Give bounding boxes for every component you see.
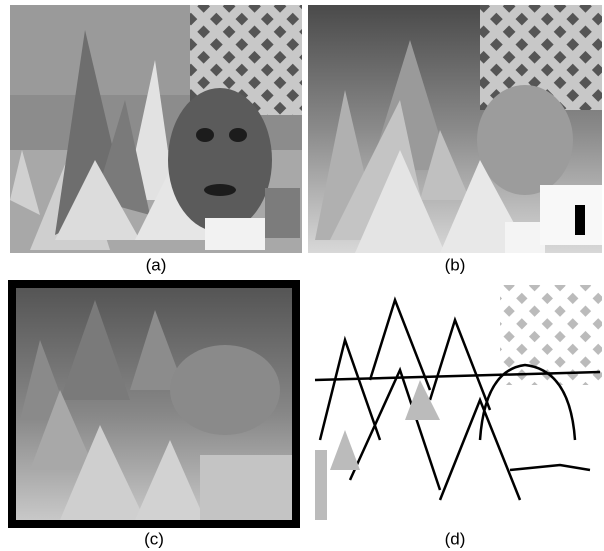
page: (a) (b) (c): [0, 0, 604, 551]
image-c: [8, 280, 300, 528]
image-d: [308, 280, 602, 528]
caption: (c): [144, 529, 164, 548]
caption: (a): [146, 255, 167, 274]
caption: (d): [445, 529, 466, 548]
caption: (b): [445, 255, 466, 274]
image-b: [308, 5, 602, 253]
image-a: [10, 5, 302, 253]
figure: (a) (b) (c): [0, 0, 604, 551]
